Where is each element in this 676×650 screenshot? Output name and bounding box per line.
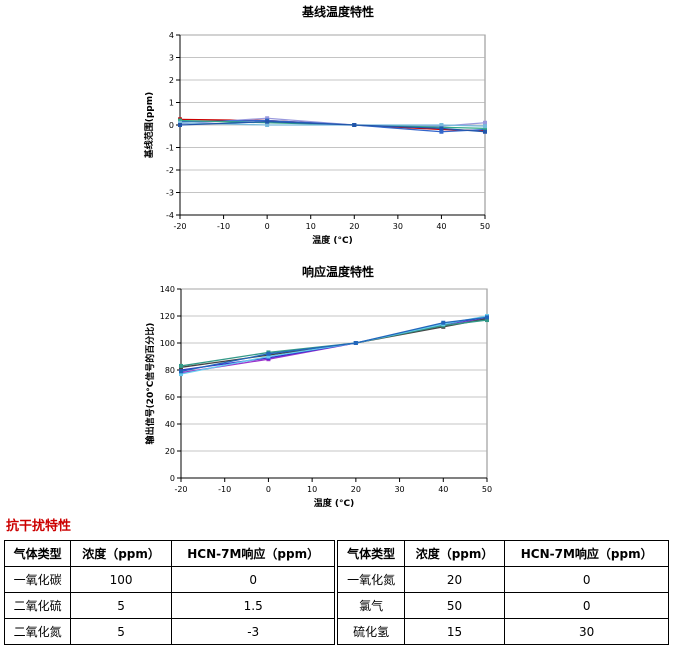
interference-table: 气体类型 浓度（ppm） HCN-7M响应（ppm） 气体类型 浓度（ppm） … <box>3 540 669 645</box>
x-tick-label: -20 <box>174 485 187 494</box>
data-point <box>483 120 487 125</box>
x-tick-label: 0 <box>265 222 270 231</box>
data-point <box>441 320 446 325</box>
x-tick-label: 30 <box>394 485 404 494</box>
data-point <box>352 123 357 127</box>
y-axis-label: 基线范围(ppm) <box>143 92 155 160</box>
data-point <box>353 341 358 345</box>
y-tick-label: 120 <box>160 312 175 321</box>
data-point <box>179 369 183 374</box>
data-point <box>266 351 271 356</box>
x-tick-label: 30 <box>393 222 403 231</box>
data-point <box>439 129 444 134</box>
data-point <box>178 123 182 127</box>
table-cell: 5 <box>70 618 172 645</box>
y-tick-label: 4 <box>169 31 174 40</box>
x-tick-label: -10 <box>218 485 231 494</box>
y-tick-label: 3 <box>169 54 174 63</box>
header-concentration-right: 浓度（ppm） <box>403 540 506 567</box>
table-cell: 0 <box>504 566 669 593</box>
table-cell: 氯气 <box>337 592 405 619</box>
response-temperature-chart: 响应温度特性 0 20 40 60 80 100 120 140 -20 -10 0 10 20 30 40 5… <box>0 258 676 510</box>
y-tick-label: 0 <box>170 474 175 483</box>
y-tick-label: -4 <box>166 211 174 220</box>
data-point <box>265 116 270 121</box>
table-cell: 50 <box>403 592 506 619</box>
table-cell: 15 <box>403 618 506 645</box>
x-tick-label: 0 <box>266 485 271 494</box>
data-point <box>483 126 487 131</box>
table-cell: 5 <box>70 592 172 619</box>
header-gas-type-left: 气体类型 <box>3 540 72 567</box>
data-point <box>179 372 183 377</box>
table-cell: 20 <box>403 566 506 593</box>
interference-title: 抗干扰特性 <box>6 519 72 534</box>
x-tick-label: -20 <box>173 222 186 231</box>
baseline-temperature-chart: 基线温度特性 -4 -3 -2 -1 0 1 2 3 4 -20 -10 0 10 20 30 40 50 温度 (… <box>0 0 676 250</box>
x-axis-label: 温度 (°C) <box>314 497 354 509</box>
y-tick-label: -2 <box>166 166 174 175</box>
data-point <box>265 119 270 124</box>
y-tick-label: 60 <box>165 393 175 402</box>
x-tick-label: 20 <box>349 222 359 231</box>
table-cell: 100 <box>70 566 172 593</box>
data-point <box>439 123 444 127</box>
table-cell: 二氧化氮 <box>3 618 72 645</box>
data-point <box>485 315 489 320</box>
x-tick-label: 50 <box>482 485 492 494</box>
y-tick-label: 0 <box>169 121 174 130</box>
x-tick-label: 40 <box>436 222 446 231</box>
table-cell: 一氧化碳 <box>3 566 72 593</box>
table-cell: 一氧化氮 <box>337 566 405 593</box>
table-cell: -3 <box>170 618 336 645</box>
y-axis-label: 输出信号(20°C信号的百分比) <box>144 323 156 445</box>
table-row: 一氧化碳 100 0 一氧化氮 20 0 <box>3 566 669 593</box>
data-point <box>266 354 271 359</box>
table-cell: 二氧化硫 <box>3 592 72 619</box>
data-point <box>483 129 487 134</box>
y-tick-label: 1 <box>169 99 174 108</box>
x-tick-label: 10 <box>307 485 317 494</box>
x-axis-label: 温度 (°C) <box>312 234 352 246</box>
chart-svg: 响应温度特性 0 20 40 60 80 100 120 140 -20 -10 0 10 20 30 40 5… <box>144 264 492 509</box>
data-point <box>178 118 182 123</box>
table-cell: 硫化氢 <box>337 618 405 645</box>
chart-title: 响应温度特性 <box>302 264 374 279</box>
table-cell: 0 <box>170 566 336 593</box>
header-response-right: HCN-7M响应（ppm） <box>504 540 669 567</box>
plot-area <box>180 288 488 479</box>
table-row: 二氧化氮 5 -3 硫化氢 15 30 <box>3 618 669 645</box>
y-tick-label: 140 <box>160 285 175 294</box>
data-point <box>178 120 182 125</box>
x-tick-label: -10 <box>217 222 230 231</box>
table-cell: 30 <box>504 618 669 645</box>
y-tick-label: 40 <box>165 420 175 429</box>
y-tick-label: 100 <box>160 339 175 348</box>
y-tick-label: -3 <box>166 189 174 198</box>
table-row: 二氧化硫 5 1.5 氯气 50 0 <box>3 592 669 619</box>
data-point <box>483 124 487 129</box>
header-response-left: HCN-7M响应（ppm） <box>170 540 336 567</box>
x-tick-label: 50 <box>480 222 490 231</box>
y-tick-label: 20 <box>165 447 175 456</box>
y-tick-label: 80 <box>165 366 175 375</box>
x-tick-label: 10 <box>306 222 316 231</box>
data-point <box>485 318 489 323</box>
x-tick-label: 20 <box>351 485 361 494</box>
table-cell: 0 <box>504 592 669 619</box>
table-cell: 1.5 <box>170 592 336 619</box>
data-point <box>179 363 183 368</box>
table-header-row: 气体类型 浓度（ppm） HCN-7M响应（ppm） 气体类型 浓度（ppm） … <box>3 540 669 567</box>
y-tick-label: 2 <box>169 76 174 85</box>
header-concentration-left: 浓度（ppm） <box>70 540 172 567</box>
y-tick-label: -1 <box>166 144 174 153</box>
data-point <box>439 126 444 131</box>
header-gas-type-right: 气体类型 <box>337 540 405 567</box>
x-tick-label: 40 <box>438 485 448 494</box>
data-point <box>265 123 270 127</box>
chart-title: 基线温度特性 <box>301 4 374 19</box>
